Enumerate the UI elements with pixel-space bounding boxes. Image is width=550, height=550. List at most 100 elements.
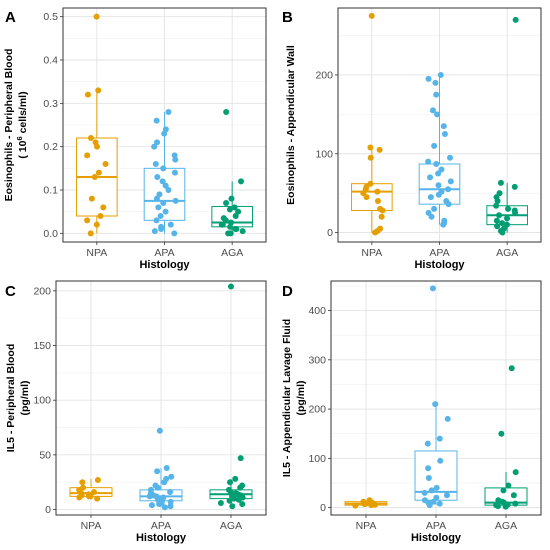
box-iqr — [351, 183, 393, 211]
data-point — [172, 156, 179, 163]
data-point — [95, 169, 102, 176]
data-point — [162, 208, 169, 215]
x-tick-label: AGA — [221, 247, 243, 259]
data-point — [148, 502, 155, 509]
data-point — [445, 186, 452, 193]
data-point — [237, 484, 244, 491]
data-point — [445, 201, 452, 208]
data-point — [497, 179, 504, 186]
data-point — [425, 158, 432, 165]
data-point — [440, 221, 447, 228]
data-point — [229, 503, 236, 510]
data-point — [511, 183, 518, 190]
data-point — [368, 12, 375, 19]
data-point — [436, 500, 443, 507]
data-point — [443, 492, 450, 499]
data-point — [441, 131, 448, 138]
data-point — [153, 217, 160, 224]
data-point — [231, 495, 238, 502]
data-point — [502, 503, 509, 510]
data-point — [500, 487, 507, 494]
data-point — [435, 170, 442, 177]
data-point — [93, 221, 100, 228]
data-point — [84, 91, 91, 98]
y-axis-title: IL5 - Peripheral Blood — [5, 344, 17, 453]
y-axis-title: IL5 - Appendicular Lavage Fluid — [281, 319, 293, 477]
data-point — [152, 161, 159, 167]
data-point — [494, 198, 501, 205]
data-point — [237, 455, 244, 462]
y-axis-title-units: (pg/ml) — [19, 381, 31, 416]
data-point — [496, 212, 503, 219]
data-point — [156, 501, 163, 508]
y-axis-title: Eosinophils - Peripheral Blood — [3, 49, 15, 202]
data-point — [76, 494, 83, 501]
data-point — [151, 228, 158, 235]
y-tick-label: 200 — [315, 69, 333, 81]
data-point — [90, 489, 97, 496]
data-point — [100, 204, 107, 211]
x-axis-title: Histology — [411, 532, 462, 544]
data-point — [427, 174, 434, 181]
data-point — [378, 213, 385, 220]
box-npa — [351, 147, 393, 233]
data-point — [512, 469, 519, 476]
data-point — [499, 220, 506, 227]
data-point — [376, 146, 383, 153]
y-tick-label: 300 — [308, 354, 326, 366]
data-point — [363, 194, 370, 201]
data-point — [93, 13, 100, 20]
data-point — [428, 487, 435, 494]
data-point — [223, 109, 230, 115]
data-point — [167, 489, 174, 496]
data-point — [431, 142, 438, 149]
data-point — [425, 75, 432, 82]
panel-letter: B — [282, 9, 293, 26]
data-point — [512, 500, 519, 507]
data-point — [218, 221, 225, 228]
y-tick-label: 400 — [308, 305, 326, 317]
panel-letter: C — [5, 283, 16, 300]
data-point — [498, 430, 505, 437]
data-point — [508, 365, 515, 372]
data-point — [367, 180, 374, 187]
y-tick-label: 0.3 — [43, 98, 58, 110]
data-point — [425, 465, 432, 472]
data-point — [160, 200, 167, 206]
y-tick-label: 100 — [33, 395, 51, 407]
y-tick-label: 0.4 — [43, 55, 58, 67]
data-point — [512, 16, 519, 23]
data-point — [232, 475, 239, 482]
data-point — [231, 204, 238, 211]
units-suffix: cells/ml) — [17, 91, 29, 136]
data-point — [171, 230, 178, 237]
y-tick-label: 100 — [308, 453, 326, 465]
data-point — [239, 228, 246, 235]
data-point — [374, 198, 381, 205]
y-axis-title-units: (pg/ml) — [295, 381, 307, 416]
data-point — [91, 174, 98, 180]
data-point — [510, 492, 517, 499]
panel-c: 0 50 100 150 200 NPA APA AGA Histology C IL5 - Per… — [5, 280, 267, 544]
data-point — [171, 169, 178, 176]
data-point — [85, 493, 92, 500]
data-point — [499, 229, 506, 236]
data-point — [425, 475, 432, 482]
data-point — [424, 440, 431, 447]
data-point — [427, 194, 434, 201]
data-point — [493, 217, 500, 224]
data-point — [433, 484, 440, 491]
data-point — [93, 143, 100, 150]
data-point — [421, 489, 428, 496]
data-point — [95, 87, 102, 94]
data-point — [429, 285, 436, 292]
data-point — [223, 200, 230, 206]
data-point — [361, 501, 368, 508]
panel-d: 0 100 200 300 400 NPA APA AGA Histology D IL5 - Ap… — [281, 280, 542, 544]
data-point — [505, 205, 512, 212]
data-point — [161, 130, 168, 137]
units-exponent: 6 — [15, 136, 24, 140]
data-point — [94, 495, 101, 502]
y-tick-label: 0 — [320, 502, 326, 514]
